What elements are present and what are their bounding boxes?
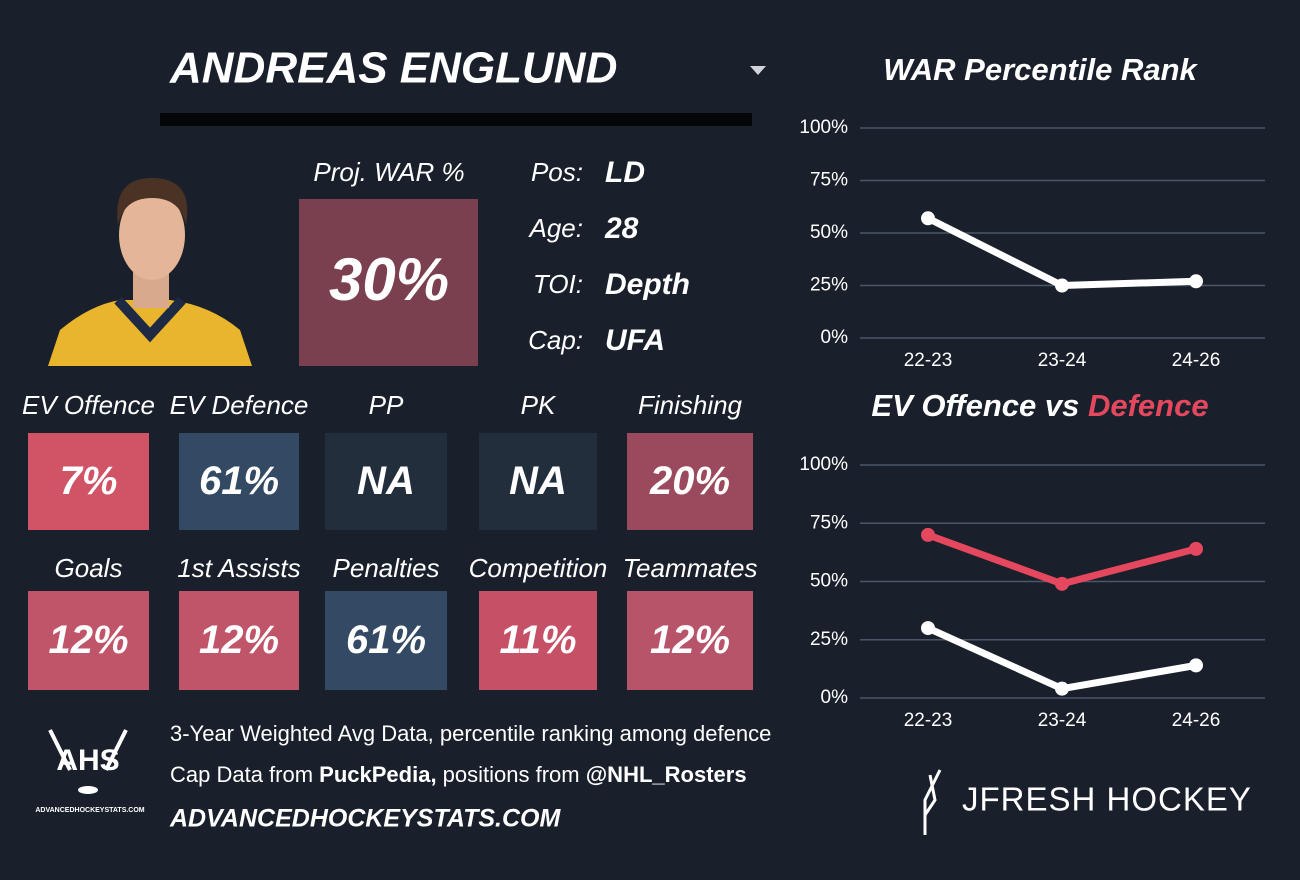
player-photo <box>48 178 252 366</box>
data-point <box>1055 681 1069 696</box>
chart-title: EV Offence vs Defence <box>871 388 1208 423</box>
tile-value: 12% <box>199 618 279 662</box>
tile-value: NA <box>509 459 567 503</box>
bio-value: LD <box>605 156 645 189</box>
bio-label: Pos: <box>531 157 583 187</box>
tile-label: Teammates <box>623 553 758 583</box>
tile-box <box>179 433 299 530</box>
tile-value: 12% <box>650 618 730 662</box>
y-tick-label: 50% <box>810 571 848 592</box>
footer-segment: @NHL_Rosters <box>586 762 747 787</box>
x-tick-label: 22-23 <box>904 710 953 731</box>
brand-icon <box>923 769 942 835</box>
data-point <box>1189 274 1203 289</box>
footer-segment: PuckPedia, <box>319 762 436 787</box>
ahs-logo <box>48 729 128 794</box>
x-tick-label: 23-24 <box>1038 710 1087 731</box>
x-tick-label: 24-26 <box>1172 350 1221 371</box>
x-tick-label: 22-23 <box>904 350 953 371</box>
y-tick-label: 25% <box>810 629 848 650</box>
y-tick-label: 0% <box>821 687 849 708</box>
tile-value: 20% <box>649 459 730 503</box>
y-tick-label: 75% <box>810 170 848 191</box>
bio-label: Age: <box>528 213 584 243</box>
data-point <box>1189 541 1203 556</box>
tile-value: 61% <box>199 459 279 503</box>
bio-label: TOI: <box>533 269 583 299</box>
x-tick-label: 24-26 <box>1172 710 1221 731</box>
proj-war-box <box>299 199 478 366</box>
data-point <box>921 527 935 542</box>
tile-value: 7% <box>60 459 118 503</box>
y-tick-label: 25% <box>810 275 848 296</box>
tile-value: 61% <box>346 618 426 662</box>
tile-label: Finishing <box>638 390 743 420</box>
proj-war-label: Proj. WAR % <box>313 157 464 187</box>
proj-war-value: 30% <box>329 246 449 313</box>
data-point <box>921 211 935 226</box>
y-tick-label: 100% <box>799 117 848 138</box>
chart-title: WAR Percentile Rank <box>883 52 1198 87</box>
name-underline <box>160 113 752 126</box>
tile-label: Penalties <box>333 553 440 583</box>
tile-label: EV Offence <box>22 390 155 420</box>
x-tick-label: 23-24 <box>1038 350 1087 371</box>
tile-box <box>627 591 753 690</box>
bio-label: Cap: <box>528 325 583 355</box>
tile-box <box>28 591 149 690</box>
footer-segment: 3-Year Weighted Avg Data, percentile ran… <box>170 721 771 746</box>
title-part: EV Offence vs <box>871 388 1088 423</box>
y-tick-label: 75% <box>810 512 848 533</box>
footer-segment: positions from <box>437 762 586 787</box>
logo-text: AHS <box>56 744 119 777</box>
bio-value: 28 <box>604 212 639 245</box>
tile-box <box>325 591 447 690</box>
tile-label: Goals <box>55 553 123 583</box>
tile-box <box>479 591 597 690</box>
tile-label: PK <box>521 390 557 420</box>
tile-box <box>627 433 753 530</box>
footer-segment: Cap Data from <box>170 762 319 787</box>
tile-box <box>479 433 597 530</box>
tile-label: 1st Assists <box>177 553 300 583</box>
data-point <box>1055 278 1069 293</box>
tile-label: Competition <box>469 553 608 583</box>
bio-value: UFA <box>605 324 665 357</box>
dropdown-arrow[interactable] <box>750 66 766 75</box>
footer-line: Cap Data from PuckPedia, positions from … <box>170 762 747 787</box>
y-tick-label: 50% <box>810 222 848 243</box>
site-url: ADVANCEDHOCKEYSTATS.COM <box>169 805 561 833</box>
data-point <box>1055 576 1069 591</box>
data-point <box>1189 658 1203 673</box>
bio-value: Depth <box>605 268 690 301</box>
logo-subtext: ADVANCEDHOCKEYSTATS.COM <box>35 807 144 814</box>
brand-name: JFRESH HOCKEY <box>962 781 1252 818</box>
data-point <box>921 621 935 636</box>
footer-line: 3-Year Weighted Avg Data, percentile ran… <box>170 721 771 746</box>
tile-box <box>179 591 299 690</box>
tile-value: NA <box>357 459 415 503</box>
y-tick-label: 0% <box>821 327 849 348</box>
y-tick-label: 100% <box>799 454 848 475</box>
player-name: ANDREAS ENGLUND <box>169 44 617 93</box>
tile-label: PP <box>369 390 404 420</box>
title-part: Defence <box>1088 388 1209 423</box>
tile-box <box>325 433 447 530</box>
tile-box <box>28 433 149 530</box>
tile-label: EV Defence <box>170 390 309 420</box>
tile-value: 12% <box>48 618 128 662</box>
tile-value: 11% <box>499 618 576 662</box>
